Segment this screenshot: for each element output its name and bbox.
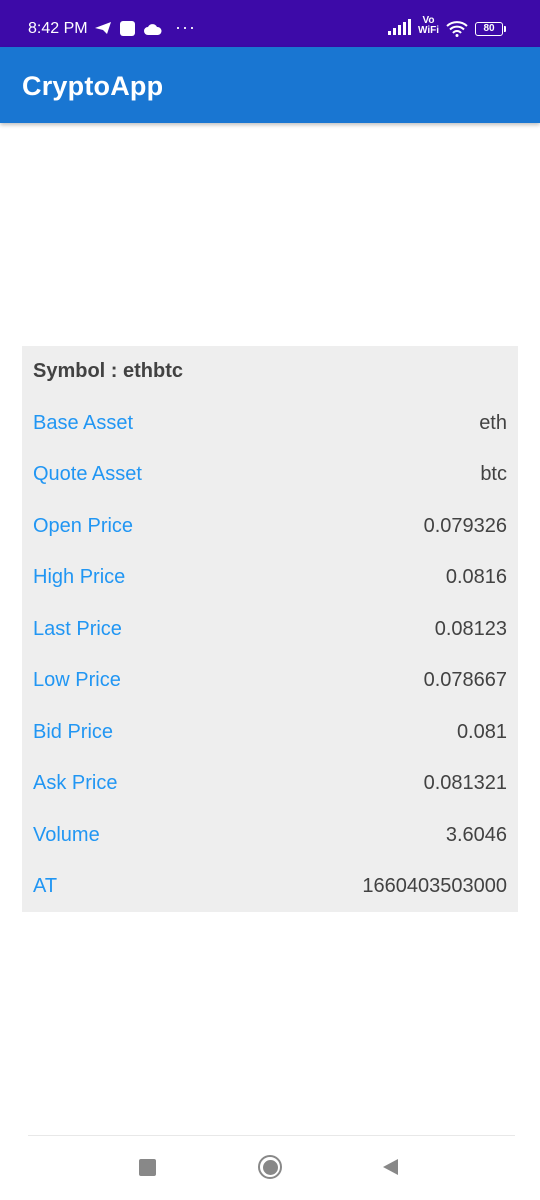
battery-icon: 80 [475,22,503,36]
row-value: 0.08123 [434,618,507,640]
row-value: 1660403503000 [362,875,507,897]
row-bid-price: Bid Price 0.081 [22,721,518,751]
row-high-price: High Price 0.0816 [22,566,518,596]
notification-app-icon [120,21,135,36]
wifi-icon [446,21,468,42]
battery-tip [504,26,506,32]
recents-square-icon[interactable] [139,1159,156,1176]
row-label: AT [33,875,58,897]
more-notifications-icon: ··· [175,17,196,37]
row-value: 0.079326 [423,515,507,537]
row-base-asset: Base Asset eth [22,412,518,442]
status-time: 8:42 PM [28,20,88,37]
row-ask-price: Ask Price 0.081321 [22,772,518,802]
row-value: eth [479,412,507,434]
vowifi-vo: Vo [422,15,435,26]
row-label: Open Price [33,515,134,537]
row-open-price: Open Price 0.079326 [22,515,518,545]
row-label: Quote Asset [33,463,142,485]
row-label: Base Asset [33,412,134,434]
symbol-heading: Symbol : ethbtc [33,360,184,382]
nav-divider [28,1135,515,1136]
ticker-card: Symbol : ethbtc Base Asset eth Quote Ass… [22,346,518,912]
row-label: Volume [33,824,100,846]
row-low-price: Low Price 0.078667 [22,669,518,699]
row-value: 3.6046 [445,824,507,846]
row-label: High Price [33,566,126,588]
row-label: Low Price [33,669,121,691]
back-triangle-icon[interactable] [381,1158,399,1181]
status-bar: 8:42 PM ··· Vo WiFi 80 [0,0,540,47]
row-quote-asset: Quote Asset btc [22,463,518,493]
row-last-price: Last Price 0.08123 [22,618,518,648]
row-volume: Volume 3.6046 [22,824,518,854]
row-label: Bid Price [33,721,114,743]
telegram-icon [94,21,112,40]
row-value: 0.0816 [445,566,507,588]
signal-icon [388,19,412,40]
row-label: Last Price [33,618,122,640]
app-title: CryptoApp [22,71,164,101]
cloud-icon [144,23,162,41]
row-label: Ask Price [33,772,118,794]
home-circle-inner [263,1160,278,1175]
home-circle-icon[interactable] [258,1155,282,1179]
row-value: btc [480,463,507,485]
row-at: AT 1660403503000 [22,875,518,905]
vowifi-indicator: Vo WiFi [418,16,439,36]
row-value: 0.081321 [423,772,507,794]
row-value: 0.078667 [423,669,507,691]
app-bar: CryptoApp [0,47,540,123]
row-value: 0.081 [456,721,507,743]
vowifi-wifi: WiFi [418,25,440,36]
